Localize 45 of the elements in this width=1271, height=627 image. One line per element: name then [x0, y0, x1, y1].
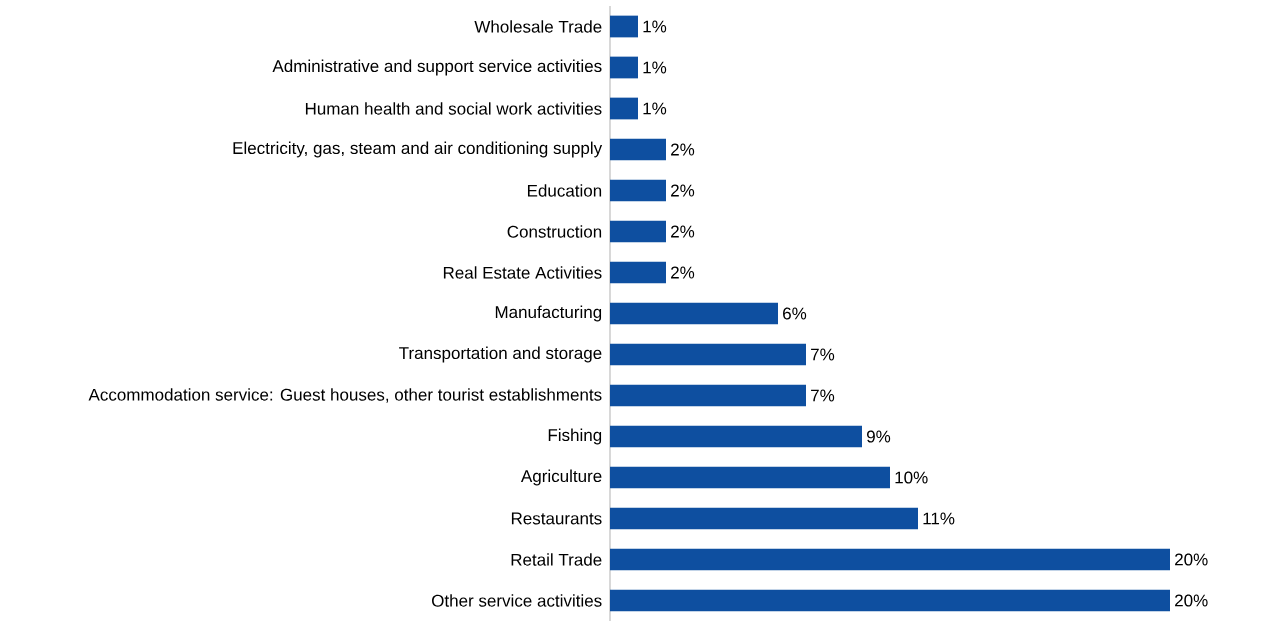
- y-tick-label: Transportation and storage: [399, 346, 602, 363]
- y-tick-label: Retail Trade: [511, 553, 602, 566]
- y-tick-label: Manufacturing: [495, 305, 602, 322]
- data-label: 2%: [671, 143, 695, 156]
- bar: [610, 302, 778, 325]
- bar: [610, 425, 862, 448]
- data-label: 1%: [643, 102, 667, 115]
- bar: [610, 384, 806, 407]
- y-tick-label: Accommodation service: Guest houses, other tourist establishments: [88, 388, 602, 403]
- data-label: 1%: [643, 61, 667, 74]
- bar: [610, 179, 666, 202]
- data-label: 1%: [643, 20, 667, 33]
- bar: [610, 138, 666, 161]
- data-label: 20%: [1175, 594, 1208, 607]
- bar: [610, 220, 666, 243]
- bar: [610, 56, 638, 79]
- y-tick-label: Agriculture: [520, 469, 602, 486]
- y-tick-label: Wholesale Trade: [474, 20, 602, 33]
- bar: [610, 15, 638, 38]
- y-tick-label: Education: [527, 184, 602, 197]
- data-label: 7%: [811, 348, 835, 361]
- bar: [610, 548, 1170, 571]
- data-label: 2%: [671, 266, 695, 279]
- data-label: 7%: [811, 389, 835, 402]
- y-tick-label: Fishing: [548, 428, 602, 445]
- data-label: 20%: [1175, 553, 1208, 566]
- y-tick-label: Human health and social work activities: [305, 102, 602, 115]
- y-tick-label: Restaurants: [511, 512, 602, 525]
- bar: [610, 589, 1170, 612]
- data-label: 11%: [923, 512, 955, 525]
- bar: [610, 261, 666, 284]
- data-label: 2%: [671, 225, 695, 238]
- bar: [610, 466, 890, 489]
- bar: [610, 507, 918, 530]
- y-tick-label: Real Estate Activities: [443, 266, 602, 279]
- y-tick-label: Administrative and support service activities: [272, 59, 602, 76]
- data-label: 10%: [895, 471, 928, 484]
- data-label: 9%: [867, 430, 891, 443]
- y-tick-label: Electricity, gas, steam and air conditioning supply: [233, 141, 603, 158]
- y-tick-label: Other service activities: [432, 594, 602, 607]
- data-label: 2%: [671, 184, 695, 197]
- bar: [610, 343, 806, 366]
- bar: [610, 97, 638, 120]
- y-tick-label: Construction: [507, 225, 602, 238]
- data-label: 6%: [783, 307, 807, 320]
